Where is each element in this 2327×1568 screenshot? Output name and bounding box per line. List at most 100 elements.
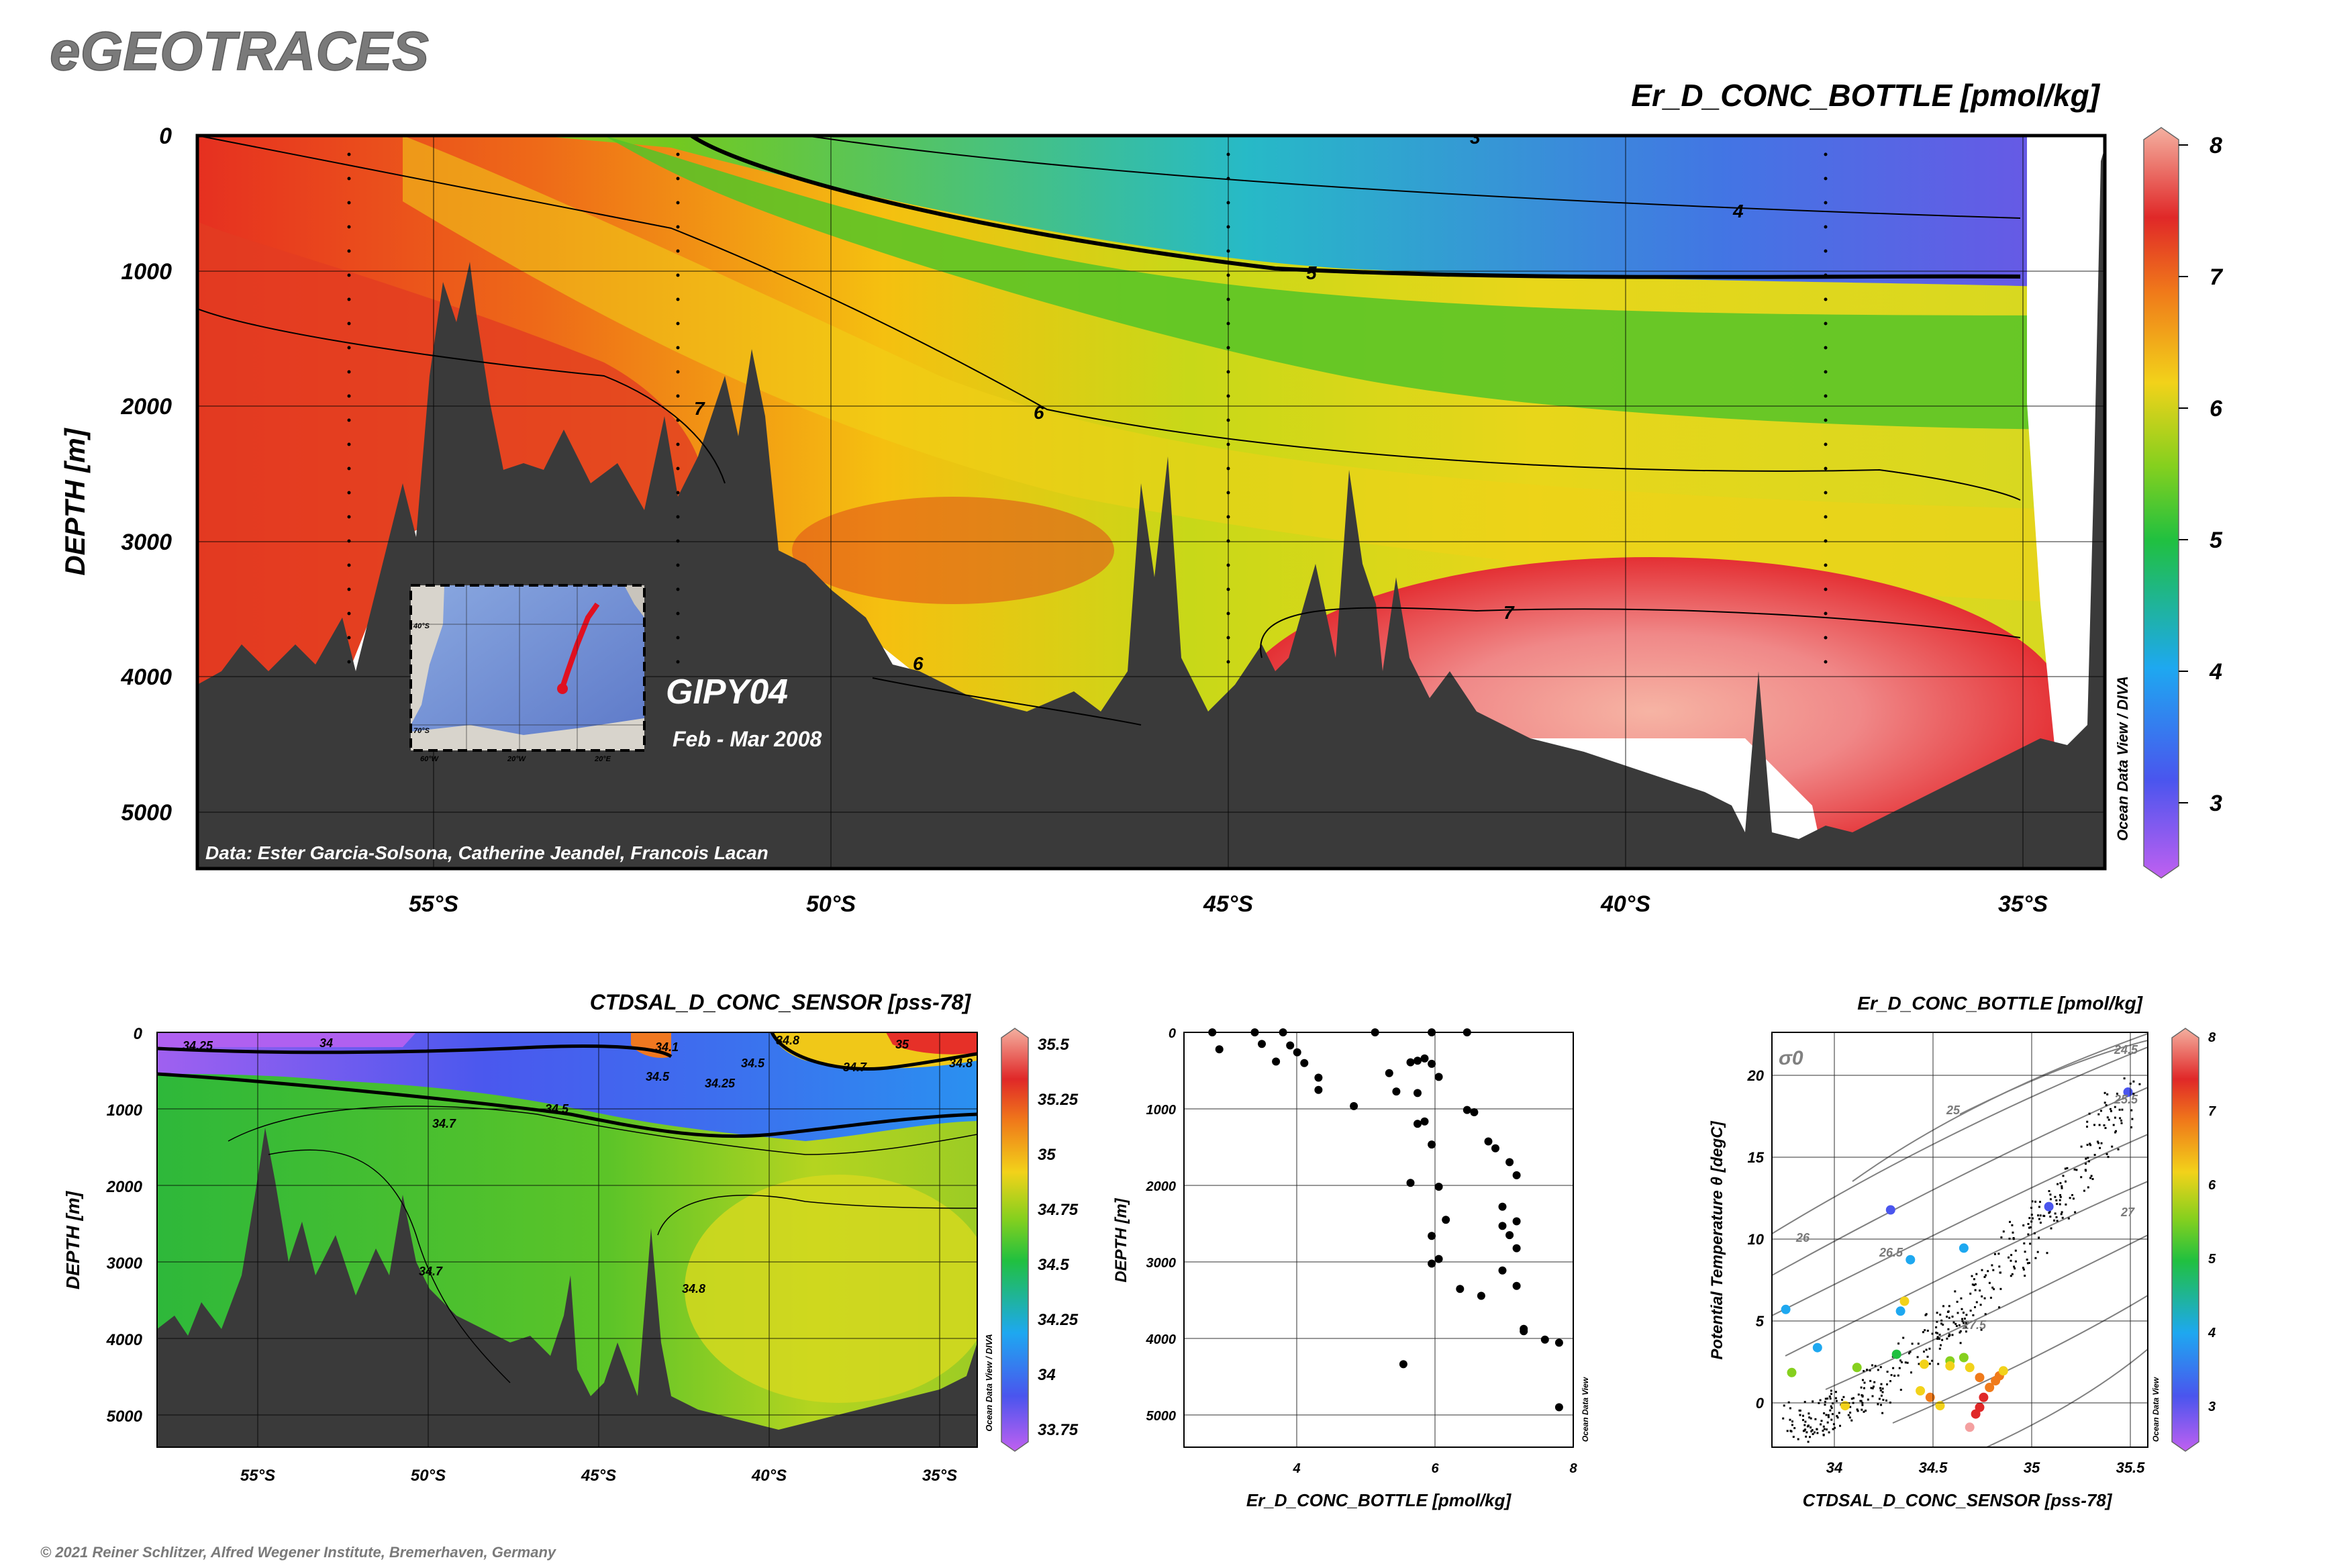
ts-background-point [2061, 1211, 2063, 1214]
ts-background-point [1861, 1394, 1864, 1397]
main-field-yellow-band [403, 136, 2105, 604]
inset-map: 40°S 70°S 60°W 20°W 20°E [409, 584, 646, 763]
ts-background-point [2131, 1118, 2134, 1120]
ts-background-point [2105, 1104, 2108, 1106]
profile-point [1371, 1028, 1379, 1036]
ts-plot: Er_D_CONC_BOTTLE [pmol/kg] [1708, 993, 2216, 1510]
ts-point [1812, 1342, 1822, 1353]
inset-map-station-marker [557, 683, 568, 694]
main-nodata-east-edge [2027, 136, 2105, 869]
ts-background-point [1946, 1311, 1949, 1313]
ts-background-point [1999, 1271, 2001, 1274]
profile-point [1512, 1281, 1521, 1290]
ts-background-point [1841, 1398, 1844, 1401]
sigma-label: σ0 [1779, 1047, 1803, 1069]
ts-background-point [1959, 1330, 1962, 1332]
ts-background-point [1811, 1429, 1814, 1432]
ts-point [1895, 1306, 1905, 1316]
ts-background-point [1822, 1430, 1824, 1432]
ts-background-point [2036, 1251, 2039, 1253]
y-tick: 5000 [121, 800, 172, 826]
ts-background-point [1904, 1361, 1907, 1364]
ts-point [1959, 1243, 1969, 1253]
ts-background-point [1979, 1289, 1981, 1292]
inset-map-land-antarctica [411, 718, 644, 750]
sample-point [676, 491, 680, 495]
contour-7-deep [1260, 607, 2021, 658]
contour-label: 5 [1306, 262, 1317, 283]
ts-background-point [2022, 1268, 2025, 1271]
ts-background-point [2087, 1186, 2089, 1189]
ts-background-point [1819, 1399, 1822, 1402]
ts-background-point [1885, 1400, 1887, 1402]
ts-background-point [1802, 1414, 1804, 1417]
cruise-dates: Feb - Mar 2008 [673, 727, 822, 751]
profile-point [1463, 1028, 1471, 1036]
ts-x-tick: 34 [1826, 1459, 1842, 1476]
sample-point [347, 491, 351, 495]
profile-point [1498, 1202, 1507, 1211]
sample-point [347, 177, 351, 181]
ts-plot-frame [1771, 1032, 2148, 1448]
profile-point [1414, 1089, 1422, 1097]
ts-background-point [1940, 1319, 1943, 1322]
sample-point [676, 152, 680, 156]
ts-background-point [2061, 1187, 2063, 1189]
salinity-contour-34-5 [157, 1072, 977, 1138]
ts-background-point [1959, 1342, 1962, 1344]
ts-background-point [1857, 1393, 1860, 1396]
sample-point [1824, 563, 1828, 567]
ts-background-point [1941, 1338, 1944, 1341]
ts-background-point [1814, 1431, 1816, 1434]
ts-colorbar: 8 7 6 5 4 3 [2171, 1028, 2216, 1452]
ts-background-point [1877, 1369, 1879, 1371]
main-x-ticks: 55°S 50°S 45°S 40°S 35°S [409, 891, 2048, 917]
ts-background-point [1809, 1436, 1811, 1438]
ts-background-point [2050, 1227, 2052, 1230]
ts-y-tick: 20 [1747, 1067, 1765, 1084]
ts-background-point [2027, 1233, 2030, 1236]
ts-background-point [1827, 1414, 1830, 1416]
main-colorbar: 8 7 6 5 4 3 [2143, 127, 2224, 879]
profile-point [1428, 1140, 1436, 1149]
contour-7-west [197, 308, 726, 484]
sample-point [676, 201, 680, 205]
profile-point [1434, 1255, 1443, 1263]
ts-background-point [2089, 1142, 2091, 1145]
ts-background-point [1998, 1306, 2001, 1309]
profile-point [1505, 1158, 1514, 1167]
ts-background-point [2098, 1124, 2101, 1126]
ts-y-tick: 5 [1756, 1313, 1765, 1330]
ts-y-axis-label: Potential Temperature θ [degC] [1708, 1120, 1726, 1359]
ts-background-point [2066, 1167, 2069, 1169]
ts-background-point [1942, 1305, 1944, 1308]
ts-background-point [1956, 1300, 1959, 1303]
salinity-colorbar-tick: 34.75 [1038, 1201, 1079, 1219]
ts-background-point [1974, 1306, 1976, 1308]
ts-background-point [1856, 1408, 1859, 1411]
sample-point [347, 587, 351, 591]
ts-background-point [2080, 1145, 2083, 1148]
ts-point [1975, 1373, 1985, 1383]
main-field-upper-layer [197, 136, 2105, 289]
salinity-contour-label: 34.5 [741, 1057, 765, 1070]
x-tick: 35°S [1998, 891, 2048, 917]
ts-background-point [2059, 1194, 2061, 1196]
ts-background-point [2028, 1217, 2031, 1220]
ts-background-point [1820, 1420, 1823, 1422]
profile-point [1512, 1171, 1521, 1179]
profile-point [1420, 1054, 1429, 1063]
sample-point [676, 177, 680, 181]
ts-background-point [2116, 1092, 2118, 1095]
profile-y-tick: 3000 [1146, 1256, 1177, 1271]
ts-chart-title: Er_D_CONC_BOTTLE [pmol/kg] [1857, 993, 2143, 1014]
ts-background-point [1814, 1418, 1817, 1420]
ts-point [1965, 1363, 1975, 1373]
ts-background-point [1984, 1313, 1987, 1316]
ts-background-point [2010, 1275, 2012, 1277]
ts-background-point [1948, 1305, 1950, 1308]
sample-point [676, 563, 680, 567]
salinity-y-tick: 5000 [107, 1408, 143, 1426]
profile-point [1463, 1106, 1471, 1114]
ts-background-point [2072, 1197, 2075, 1200]
